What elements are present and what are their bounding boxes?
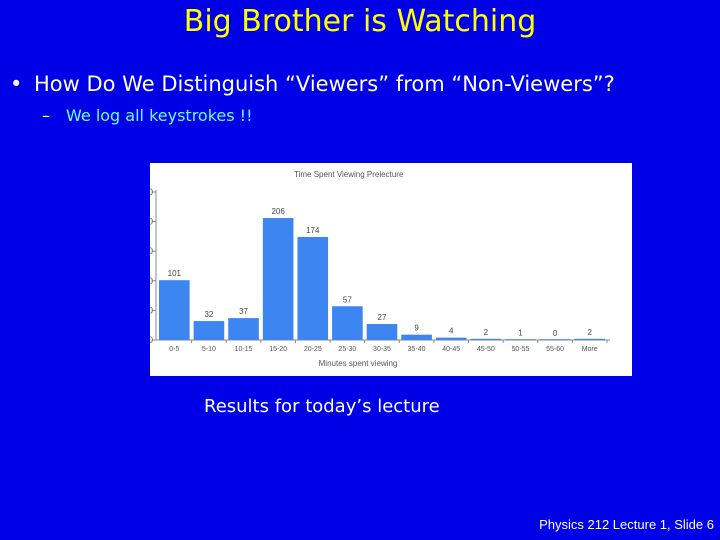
histogram-chart: 0 50 100 150 200 250 Time Spent Viewing Prelec… [150, 170, 610, 368]
sub-bullet-item: – We log all keystrokes !! [42, 106, 253, 125]
bar [435, 337, 467, 340]
bar [470, 338, 502, 340]
bar [505, 339, 536, 340]
x-tick-label: 45-50 [477, 346, 495, 353]
chart-panel: 0 50 100 150 200 250 Time Spent Viewing Prelec… [150, 163, 632, 376]
x-tick-label: 25-30 [338, 346, 356, 353]
bar [159, 280, 190, 340]
y-tick-label: 50 [150, 305, 153, 315]
x-tick-label: More [582, 346, 598, 353]
data-label: 37 [239, 307, 248, 316]
y-tick-label: 200 [150, 217, 153, 227]
y-tick-label: 100 [150, 276, 153, 286]
bar [332, 306, 363, 340]
data-label: 2 [484, 328, 489, 337]
bullet-item: • How Do We Distinguish “Viewers” from “N… [10, 72, 615, 96]
data-label: 0 [553, 329, 558, 338]
data-label: 27 [378, 313, 387, 322]
bar [574, 338, 605, 340]
x-tick-label: 15-20 [269, 346, 287, 353]
slide-footer: Physics 212 Lecture 1, Slide 6 [539, 517, 714, 532]
y-tick-label: 150 [150, 246, 153, 256]
data-label: 57 [343, 295, 352, 304]
x-tick-label: 0-5 [169, 346, 179, 353]
x-tick-label: 20-25 [304, 346, 322, 353]
y-tick-label: 250 [150, 187, 153, 197]
chart-title: Time Spent Viewing Prelecture [294, 170, 404, 179]
x-tick-label: 40-45 [442, 346, 460, 353]
x-tick-label: 30-35 [373, 346, 391, 353]
bar [193, 321, 225, 340]
data-label: 101 [168, 269, 182, 278]
bar [297, 236, 329, 340]
data-label: 2 [587, 328, 592, 337]
data-label: 206 [271, 207, 285, 216]
x-tick-label: 35-40 [408, 346, 426, 353]
x-tick-label: 10-15 [235, 346, 253, 353]
bullet-text: How Do We Distinguish “Viewers” from “No… [34, 72, 615, 96]
bar [539, 339, 571, 340]
chart-caption: Results for today’s lecture [204, 396, 440, 417]
sub-bullet-marker: – [42, 106, 50, 125]
bar [401, 334, 432, 340]
x-tick-label: 50-55 [512, 346, 530, 353]
data-label: 4 [449, 327, 454, 336]
data-label: 1 [518, 328, 523, 337]
bar [366, 324, 398, 340]
bar [262, 218, 294, 340]
bar [228, 318, 259, 340]
data-label: 174 [306, 226, 320, 235]
sub-bullet-text: We log all keystrokes !! [66, 106, 253, 125]
bullet-marker: • [10, 72, 23, 96]
x-axis-label: Minutes spent viewing [319, 359, 398, 368]
data-label: 32 [204, 310, 213, 319]
slide-title: Big Brother is Watching [183, 4, 537, 39]
x-tick-label: 55-60 [546, 346, 564, 353]
y-tick-label: 0 [150, 335, 153, 345]
x-tick-label: 5-10 [202, 346, 216, 353]
data-label: 9 [414, 324, 419, 333]
